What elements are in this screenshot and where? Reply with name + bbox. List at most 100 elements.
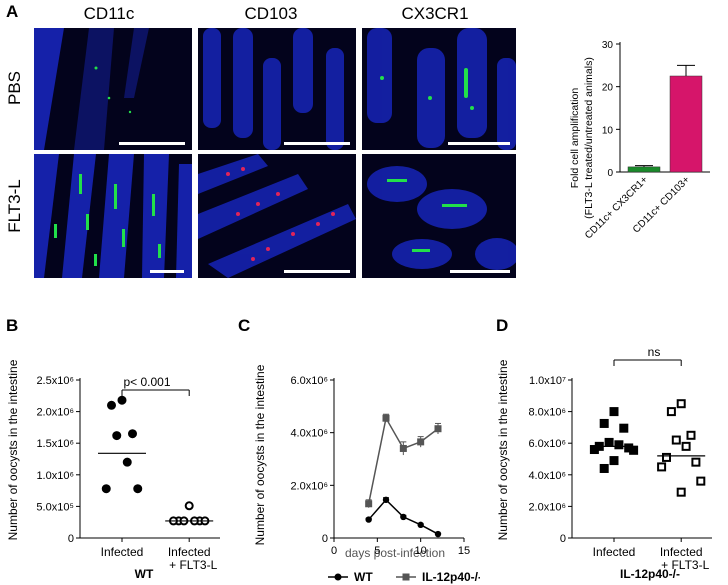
panel-d-xlabel: IL-12p40-/-	[620, 567, 680, 581]
data-point	[117, 395, 127, 405]
panel-d-annotation: ns	[648, 345, 661, 359]
data-point	[382, 414, 390, 422]
legend-il12p40: IL-12p40-/-	[422, 570, 480, 584]
ytick-label: 2.0x10⁶	[290, 480, 328, 492]
category-label: Infected	[593, 545, 636, 559]
data-point	[696, 476, 706, 486]
panel-d-ylabel: Number of oocysts in the intestine	[496, 359, 510, 540]
category-label-line2: + FLT3-L	[661, 558, 709, 572]
data-point	[671, 435, 681, 445]
legend-wt: WT	[354, 570, 373, 584]
data-point	[662, 452, 671, 462]
panel-b-annotation: p< 0.001	[123, 375, 170, 389]
data-point	[614, 440, 624, 450]
data-point	[657, 462, 667, 472]
category-label: Infected	[168, 545, 211, 559]
panel-d-label: D	[496, 316, 509, 335]
column-title-cx3cr1: CX3CR1	[401, 4, 469, 23]
ytick-label: 4.0x10⁶	[290, 428, 328, 440]
ytick-label: 0	[322, 533, 328, 545]
data-point	[107, 400, 116, 410]
data-point	[122, 457, 132, 467]
data-point	[365, 516, 372, 523]
data-point	[365, 500, 373, 508]
ytick-label: 1.0x10⁶	[36, 470, 74, 482]
column-title-cd11c: CD11c	[83, 4, 135, 23]
panel-b-label: B	[6, 316, 19, 335]
data-point	[629, 445, 639, 455]
column-title-cd103: CD103	[244, 4, 298, 23]
data-point	[128, 429, 137, 439]
ytick-label: 0	[560, 533, 566, 545]
data-point	[676, 487, 686, 497]
data-point	[184, 501, 194, 511]
data-point	[676, 399, 686, 409]
data-point	[681, 441, 691, 451]
micrograph-pbs-cd11c	[34, 28, 192, 150]
bar-chart-ytick-label: 0	[607, 168, 613, 179]
data-point	[666, 407, 676, 417]
xtick-label: 0	[331, 545, 337, 557]
bar-chart-ytick-label: 30	[602, 40, 614, 51]
data-point	[417, 438, 425, 446]
data-point	[434, 425, 442, 433]
bar-chart-ytick-label: 10	[602, 125, 614, 136]
ytick-label: 2.0x10⁶	[36, 407, 74, 419]
ytick-label: 6.0x10⁶	[528, 438, 566, 450]
ytick-label: 6.0x10⁶	[290, 375, 328, 387]
row-title-pbs: PBS	[5, 70, 24, 106]
category-label: Infected	[660, 545, 703, 559]
data-point	[417, 521, 424, 529]
series-line-1	[367, 416, 439, 504]
data-point	[101, 484, 111, 494]
micrograph-pbs-cx3cr1	[362, 28, 516, 150]
row-title-flt3l: FLT3-L	[5, 179, 24, 233]
xtick-label: 15	[458, 545, 470, 557]
data-point	[133, 484, 143, 494]
ytick-label: 4.0x10⁶	[528, 470, 566, 482]
data-point	[686, 430, 696, 440]
data-point	[599, 418, 609, 428]
panel-a-label: A	[6, 2, 19, 21]
bar-chart-ylabel-line1: Fold cell amplification	[569, 88, 581, 189]
category-label: Infected	[101, 545, 144, 559]
data-point	[609, 456, 619, 466]
panel-a-bar-chart: Fold cell amplification (FLT3-L treated/…	[569, 40, 710, 241]
data-point	[434, 530, 442, 538]
ytick-label: 5.0x10⁵	[36, 501, 74, 513]
bar-0	[627, 166, 661, 173]
data-point	[609, 407, 619, 417]
panel-c-legend: WT IL-12p40-/-	[328, 570, 480, 584]
data-point	[400, 513, 407, 521]
data-point	[382, 496, 390, 504]
category-label-line2: + FLT3-L	[169, 558, 217, 572]
data-point	[399, 444, 407, 452]
data-point	[619, 423, 629, 433]
ytick-label: 2.0x10⁶	[528, 501, 566, 513]
micrograph-flt3l-cx3cr1	[362, 154, 516, 278]
panel-c-ylabel: Number of oocysts in the intestine	[253, 364, 267, 545]
bar-chart-ytick-label: 20	[602, 83, 614, 94]
ytick-label: 8.0x10⁶	[528, 407, 566, 419]
panel-b-ylabel: Number of oocysts in the intestine	[6, 359, 20, 540]
panel-d-scatter-chart: Number of oocysts in the intestine ns IL…	[496, 345, 712, 581]
data-point	[604, 437, 614, 447]
panel-c-xlabel: days post-infection	[345, 546, 445, 560]
micrograph-pbs-cd103	[198, 28, 356, 150]
micrograph-flt3l-cd11c	[34, 154, 192, 278]
panel-b-scatter-chart: Number of oocysts in the intestine p< 0.…	[6, 359, 220, 581]
data-point	[112, 431, 122, 441]
bar-1	[669, 75, 703, 173]
panel-b-xlabel: WT	[135, 567, 154, 581]
data-point	[691, 457, 701, 467]
panel-c-label: C	[238, 316, 251, 335]
panel-c-line-chart: Number of oocysts in the intestine days …	[253, 364, 480, 584]
ytick-label: 0	[68, 533, 74, 545]
xtick-label: 5	[374, 545, 380, 557]
ytick-label: 1.5x10⁶	[36, 438, 74, 450]
micrograph-flt3l-cd103	[198, 154, 356, 278]
ytick-label: 1.0x10⁷	[529, 375, 566, 387]
xtick-label: 10	[415, 545, 427, 557]
data-point	[589, 445, 599, 455]
bar-chart-ylabel-line2: (FLT3-L treated/untreated animals)	[583, 57, 595, 219]
